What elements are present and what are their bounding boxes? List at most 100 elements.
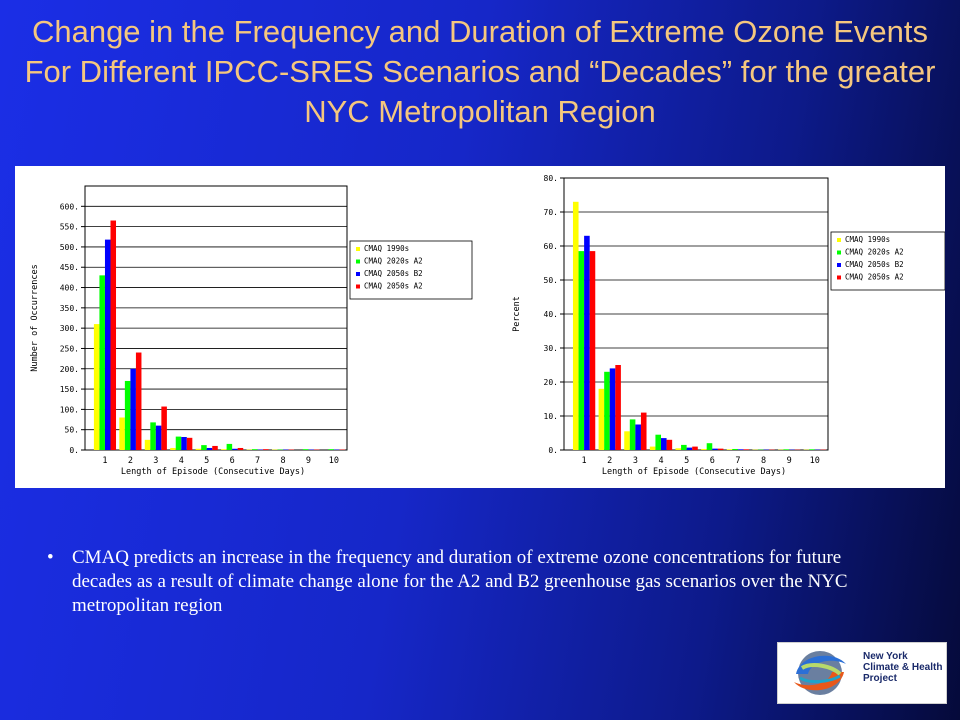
logo-text: New York Climate & Health Project xyxy=(863,651,942,684)
legend-swatch xyxy=(356,272,360,276)
bar-2-2 xyxy=(604,372,610,450)
y-tick-label: 350. xyxy=(60,304,79,313)
bar-1-6 xyxy=(221,449,227,450)
bar-4-4 xyxy=(667,440,673,450)
x-axis-label: Length of Episode (Consecutive Days) xyxy=(121,467,305,477)
bar-3-1 xyxy=(584,236,590,450)
bar-2-4 xyxy=(655,435,661,450)
x-tick-label: 4 xyxy=(179,456,184,466)
logo-swirl-icon xyxy=(782,644,862,702)
y-tick-label: 500. xyxy=(60,243,79,252)
x-tick-label: 9 xyxy=(787,456,792,466)
y-tick-label: 60. xyxy=(544,242,558,251)
bar-1-3 xyxy=(145,440,151,450)
bar-1-1 xyxy=(573,202,579,450)
y-tick-label: 150. xyxy=(60,385,79,394)
bar-3-2 xyxy=(610,368,616,450)
x-tick-label: 1 xyxy=(102,456,107,466)
y-tick-label: 550. xyxy=(60,223,79,232)
legend-label: CMAQ 2020s A2 xyxy=(845,248,904,257)
x-tick-label: 10 xyxy=(810,456,820,466)
x-tick-label: 10 xyxy=(329,456,339,466)
bar-1-1 xyxy=(94,324,100,450)
y-tick-label: 30. xyxy=(544,344,558,353)
bar-4-7 xyxy=(743,449,749,450)
bar-4-5 xyxy=(212,446,218,450)
bar-2-7 xyxy=(732,449,738,450)
x-tick-label: 5 xyxy=(684,456,689,466)
y-tick-label: 0. xyxy=(69,446,79,455)
bar-4-6 xyxy=(718,449,724,450)
x-tick-label: 8 xyxy=(761,456,766,466)
y-axis-label: Percent xyxy=(512,296,522,332)
bar-2-5 xyxy=(681,445,687,450)
x-tick-label: 8 xyxy=(280,456,285,466)
bar-3-3 xyxy=(156,426,162,450)
bar-2-4 xyxy=(176,437,182,450)
legend-label: CMAQ 2050s B2 xyxy=(845,260,904,269)
bar-4-3 xyxy=(161,407,167,450)
x-tick-label: 5 xyxy=(204,456,209,466)
y-tick-label: 600. xyxy=(60,202,79,211)
y-tick-label: 40. xyxy=(544,310,558,319)
bar-2-1 xyxy=(579,251,585,450)
bar-1-2 xyxy=(119,418,125,450)
legend-label: CMAQ 2020s A2 xyxy=(364,257,423,266)
bar-1-2 xyxy=(599,389,605,450)
bar-4-2 xyxy=(615,365,621,450)
bar-1-5 xyxy=(196,449,202,450)
bar-1-3 xyxy=(624,431,630,450)
legend-label: CMAQ 2050s B2 xyxy=(364,269,423,278)
bullet-text: CMAQ predicts an increase in the frequen… xyxy=(52,546,882,618)
y-tick-label: 300. xyxy=(60,324,79,333)
y-tick-label: 50. xyxy=(65,426,79,435)
bar-1-4 xyxy=(650,447,656,450)
bar-4-5 xyxy=(692,447,698,450)
y-tick-label: 50. xyxy=(544,276,558,285)
x-tick-label: 3 xyxy=(153,456,158,466)
legend-swatch xyxy=(837,251,841,255)
y-axis-label: Number of Occurrences xyxy=(30,264,40,371)
x-tick-label: 6 xyxy=(710,456,715,466)
y-tick-label: 70. xyxy=(544,208,558,217)
x-tick-label: 2 xyxy=(607,456,612,466)
x-tick-label: 7 xyxy=(735,456,740,466)
bullet-item: • CMAQ predicts an increase in the frequ… xyxy=(52,546,882,618)
chart-figure: 0. 50. 100. 150. 200. 250. 300. 350. 400. 450. 500… xyxy=(15,166,945,488)
y-tick-label: 10. xyxy=(544,412,558,421)
legend-swatch xyxy=(837,276,841,280)
bar-3-7 xyxy=(738,449,744,450)
x-tick-label: 9 xyxy=(306,456,311,466)
bar-2-10 xyxy=(328,449,334,450)
y-tick-label: 450. xyxy=(60,263,79,272)
y-tick-label: 20. xyxy=(544,378,558,387)
bar-2-10 xyxy=(809,449,815,450)
bar-2-2 xyxy=(125,381,131,450)
bar-4-7 xyxy=(263,449,269,450)
bar-1-5 xyxy=(675,448,681,450)
bar-3-6 xyxy=(712,449,718,450)
legend-label: CMAQ 2050s A2 xyxy=(364,282,423,291)
bar-3-4 xyxy=(181,437,187,450)
y-tick-label: 80. xyxy=(544,174,558,183)
legend-swatch xyxy=(356,247,360,251)
x-tick-label: 1 xyxy=(582,456,587,466)
bar-3-2 xyxy=(130,369,136,450)
bar-3-5 xyxy=(687,448,693,450)
chart-1: 0. 50. 100. 150. 200. 250. 300. 350. 400. 450. 500… xyxy=(30,186,472,477)
bullet-dot: • xyxy=(47,546,54,570)
x-tick-label: 4 xyxy=(658,456,663,466)
legend-swatch xyxy=(356,285,360,289)
bar-4-6 xyxy=(238,448,244,450)
legend-swatch xyxy=(356,260,360,264)
x-axis-label: Length of Episode (Consecutive Days) xyxy=(602,467,786,477)
x-tick-label: 6 xyxy=(230,456,235,466)
y-tick-label: 200. xyxy=(60,365,79,374)
bar-4-1 xyxy=(590,251,596,450)
project-logo: New York Climate & Health Project xyxy=(777,642,947,704)
legend: CMAQ 1990s CMAQ 2020s A2 CMAQ 2050s B2 CMAQ… xyxy=(350,241,472,299)
slide-title: Change in the Frequency and Duration of … xyxy=(20,12,940,132)
bar-2-3 xyxy=(630,419,636,450)
bar-1-7 xyxy=(727,449,733,450)
bar-3-5 xyxy=(207,448,213,450)
